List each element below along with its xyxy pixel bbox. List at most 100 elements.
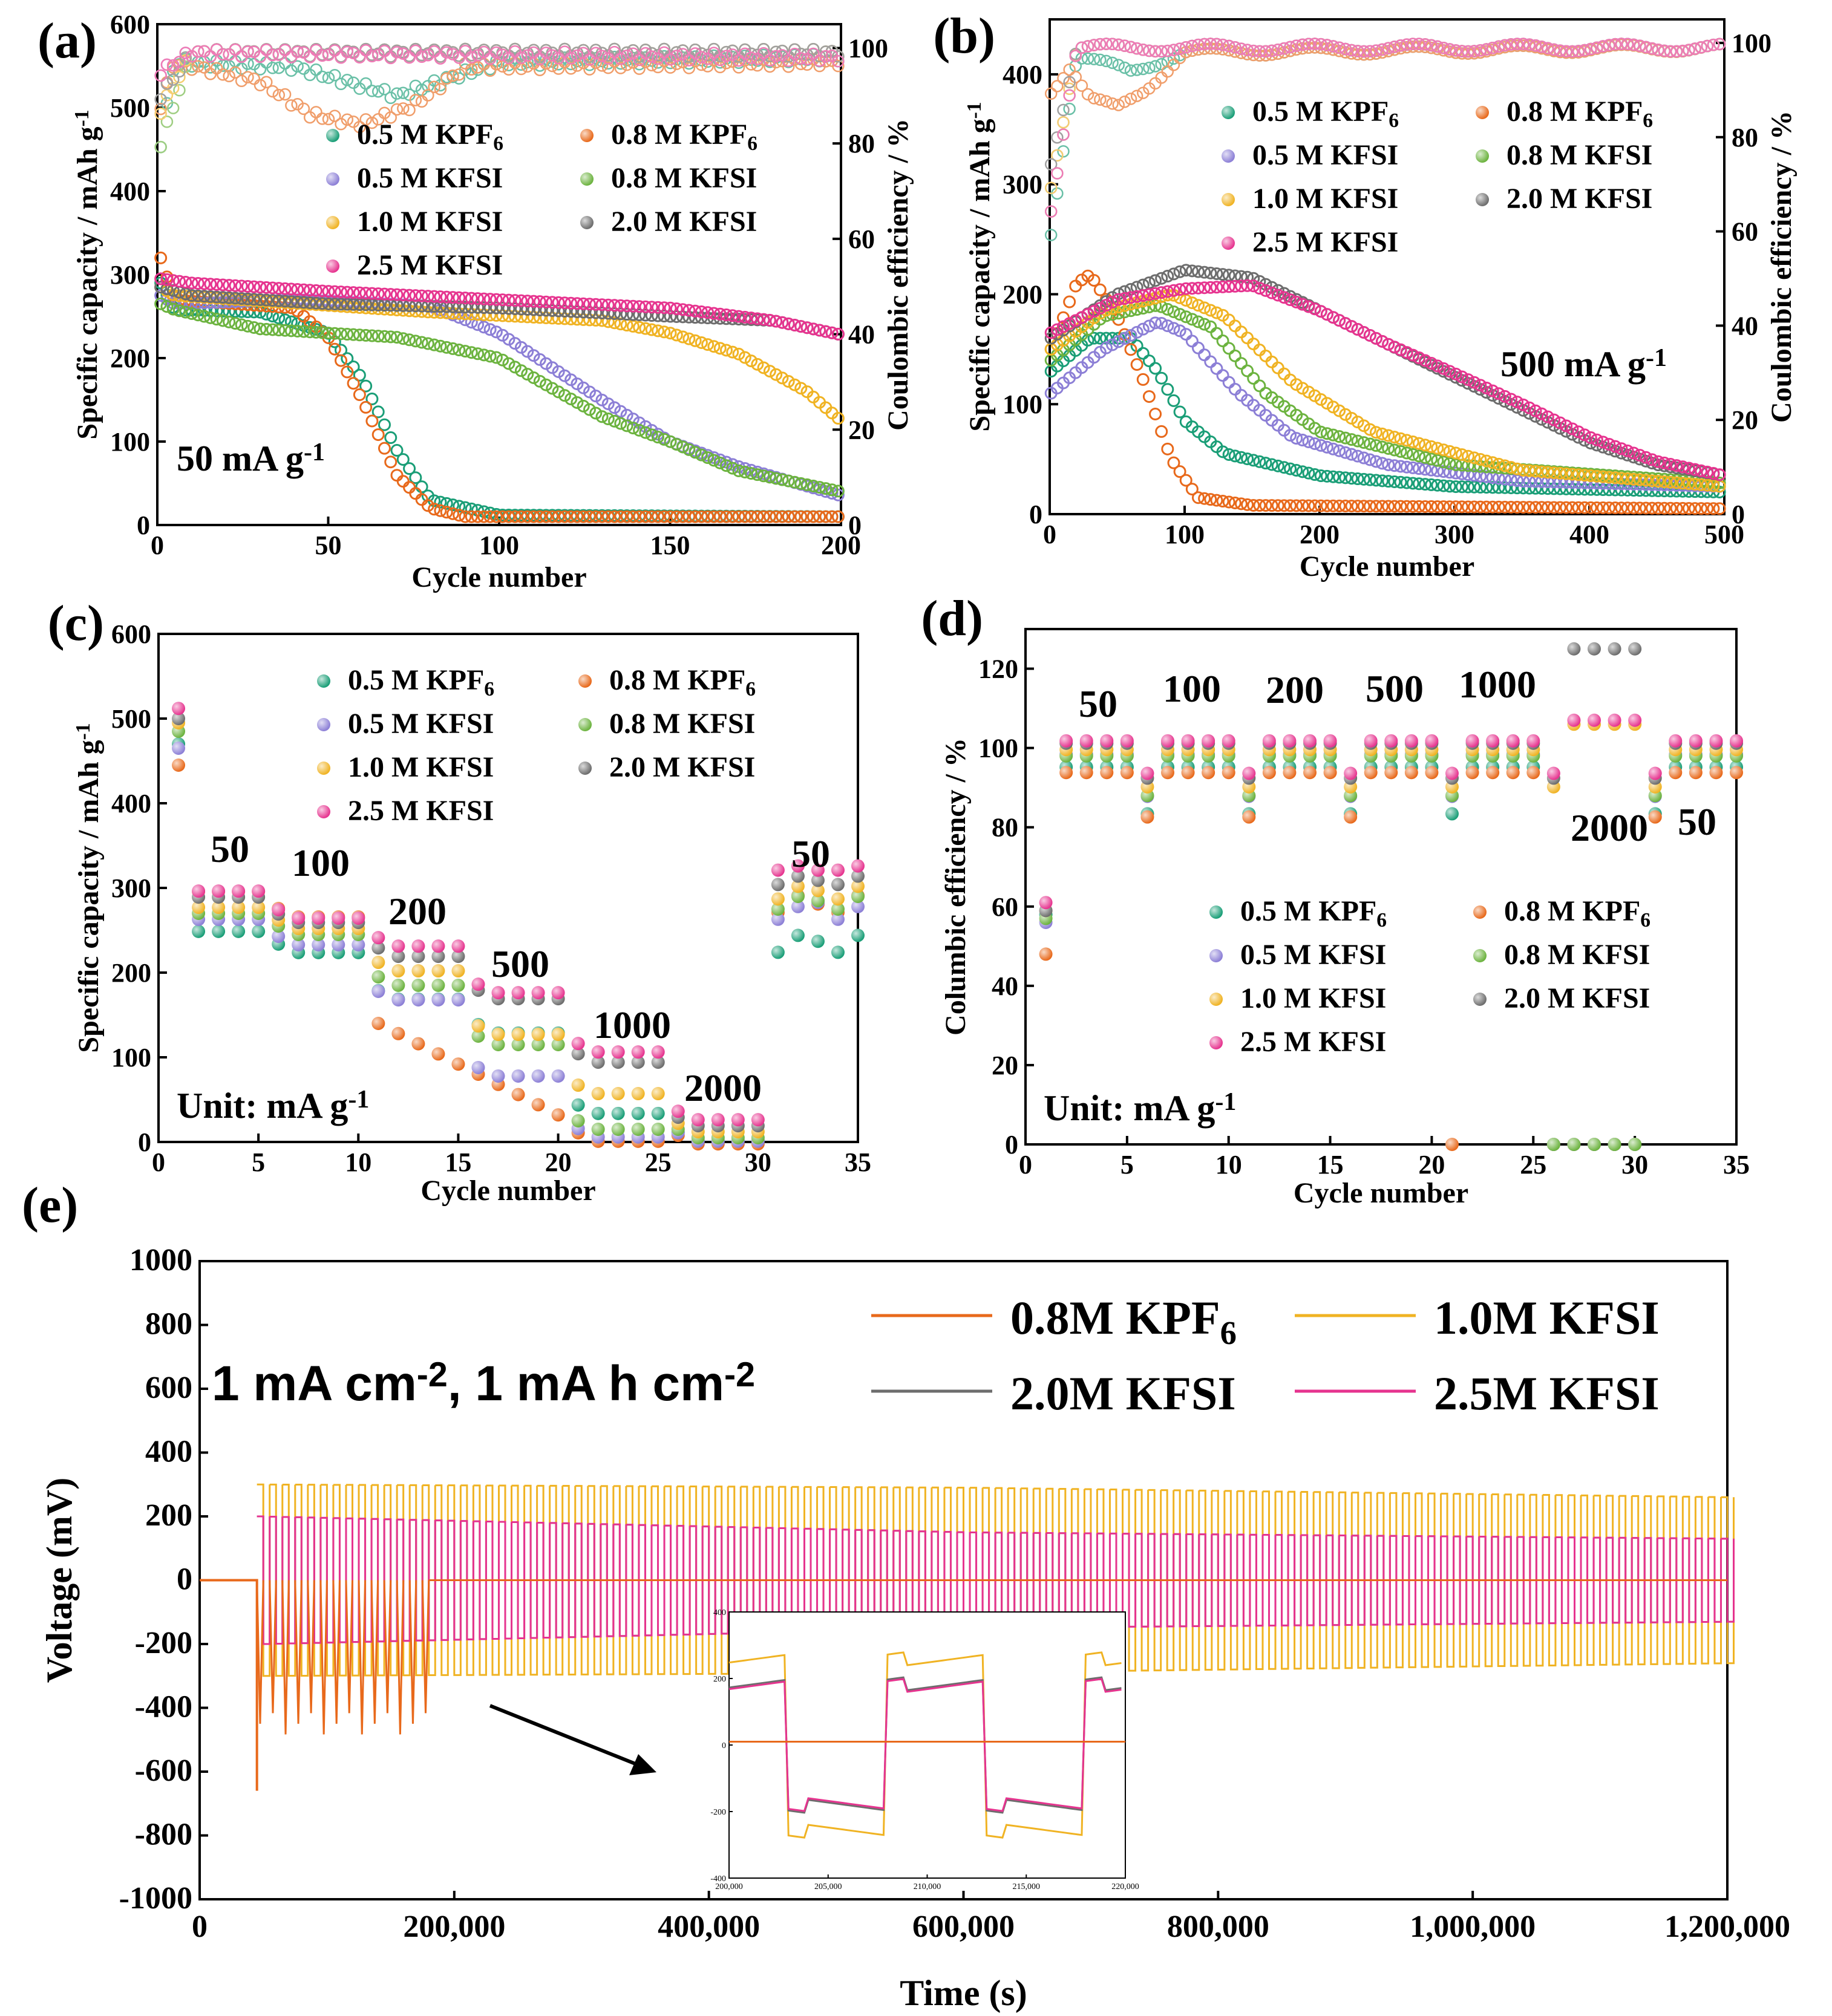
- capacity-point: [378, 330, 391, 343]
- ce-point: [571, 59, 584, 72]
- capacity-point: [459, 501, 472, 514]
- capacity-point: [751, 468, 764, 481]
- capacity-point: [1597, 501, 1610, 515]
- rate-point: [391, 979, 405, 992]
- capacity-point: [1259, 349, 1272, 362]
- capacity-point: [800, 321, 814, 334]
- y-tick-label: 400: [1003, 60, 1042, 90]
- capacity-point: [303, 296, 316, 309]
- capacity-point: [1621, 501, 1634, 515]
- capacity-point: [1419, 354, 1432, 367]
- legend-label: 2.0 M KFSI: [1506, 183, 1652, 215]
- capacity-point: [571, 396, 584, 409]
- ce-point: [583, 63, 596, 76]
- capacity-point: [1682, 502, 1695, 515]
- capacity-point: [1136, 289, 1150, 302]
- ce-point: [285, 99, 298, 112]
- capacity-point: [1130, 281, 1143, 294]
- capacity-point: [1480, 454, 1493, 468]
- capacity-point: [489, 293, 503, 306]
- panel-a: 0 50 100 150 2000100200300400500600020406080…: [38, 10, 914, 593]
- capacity-point: [434, 495, 447, 509]
- ce-point: [664, 50, 677, 62]
- capacity-point: [782, 375, 795, 388]
- capacity-point: [1118, 292, 1131, 305]
- ce-point: [453, 72, 465, 85]
- capacity-point: [1210, 267, 1223, 280]
- capacity-point: [1259, 499, 1272, 512]
- capacity-point: [1265, 286, 1278, 299]
- ce-point: [1339, 42, 1352, 56]
- capacity-point: [446, 291, 459, 304]
- capacity-point: [1462, 500, 1475, 514]
- capacity-point: [1277, 367, 1291, 380]
- capacity-point: [540, 304, 553, 317]
- ce-point: [1376, 46, 1389, 59]
- x-tick-label: 5: [1120, 1150, 1134, 1179]
- capacity-point: [595, 410, 609, 423]
- ce-point: [310, 63, 322, 76]
- capacity-point: [1517, 398, 1530, 411]
- rate-point: [451, 1057, 465, 1071]
- capacity-point: [1419, 500, 1432, 513]
- capacity-point: [1523, 464, 1536, 477]
- rate-point: [531, 1069, 545, 1083]
- ce-point: [322, 71, 335, 84]
- capacity-point: [1271, 361, 1284, 374]
- y-axis-title: Voltage (mV): [39, 1478, 79, 1683]
- rate-point: [451, 950, 465, 964]
- capacity-point: [813, 481, 826, 494]
- rate-point: [411, 939, 425, 953]
- capacity-point: [223, 279, 236, 292]
- capacity-point: [1713, 468, 1726, 481]
- rate-point: [1079, 766, 1093, 780]
- ce-point: [1634, 39, 1646, 52]
- capacity-point: [353, 388, 366, 402]
- capacity-point: [558, 510, 571, 523]
- inset-y-tick-label: 0: [722, 1741, 726, 1750]
- capacity-point: [1566, 468, 1579, 481]
- ce-point: [819, 50, 833, 63]
- ce-point: [496, 56, 509, 68]
- rate-label: 100: [1163, 667, 1221, 710]
- ce-point: [1112, 99, 1125, 111]
- ce-point: [664, 61, 677, 74]
- capacity-point: [1431, 478, 1444, 492]
- capacity-point: [1259, 457, 1272, 470]
- capacity-point: [434, 339, 447, 353]
- capacity-point: [583, 385, 596, 399]
- capacity-point: [527, 295, 540, 308]
- legend-marker: [1473, 905, 1487, 919]
- ce-point: [1345, 44, 1358, 57]
- capacity-point: [546, 296, 559, 309]
- ce-point: [1621, 38, 1634, 51]
- capacity-point: [204, 278, 217, 291]
- rate-point: [1628, 642, 1642, 656]
- capacity-point: [1173, 283, 1186, 296]
- capacity-point: [701, 510, 715, 523]
- ce-point: [297, 62, 310, 75]
- ce-point: [1670, 45, 1683, 58]
- capacity-point: [564, 373, 578, 387]
- capacity-point: [1406, 477, 1419, 490]
- capacity-point: [1118, 332, 1131, 345]
- capacity-point: [1179, 264, 1192, 277]
- ce-point: [434, 83, 447, 96]
- capacity-point: [1535, 413, 1548, 426]
- capacity-point: [601, 510, 615, 523]
- capacity-point: [1216, 268, 1229, 281]
- ce-point: [1308, 41, 1321, 54]
- rate-point: [1709, 734, 1723, 748]
- ce-point: [1572, 45, 1585, 57]
- rate-point: [391, 939, 405, 953]
- ce-point: [154, 107, 167, 120]
- capacity-point: [434, 290, 447, 304]
- capacity-point: [1554, 422, 1567, 435]
- ce-point: [1167, 44, 1180, 56]
- capacity-point: [1284, 429, 1297, 442]
- ce-point: [782, 54, 795, 67]
- rate-label: 1000: [1459, 663, 1536, 706]
- ce-point: [198, 61, 211, 74]
- rate-point: [232, 884, 246, 898]
